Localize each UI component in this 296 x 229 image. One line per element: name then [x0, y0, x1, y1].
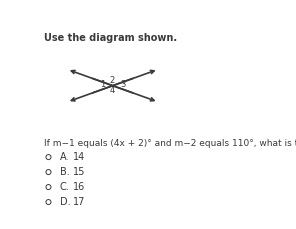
Text: 16: 16	[73, 182, 85, 192]
Text: 15: 15	[73, 167, 85, 177]
Text: Use the diagram shown.: Use the diagram shown.	[44, 33, 177, 43]
Text: 2: 2	[110, 76, 115, 85]
Text: If m−1 equals (4x + 2)° and m−2 equals 110°, what is the value of x?: If m−1 equals (4x + 2)° and m−2 equals 1…	[44, 139, 296, 147]
Text: A.: A.	[60, 152, 70, 162]
Text: D.: D.	[60, 197, 70, 207]
Text: B.: B.	[60, 167, 70, 177]
Text: 1: 1	[100, 80, 105, 89]
Text: 4: 4	[110, 87, 115, 95]
Text: C.: C.	[60, 182, 70, 192]
Text: 17: 17	[73, 197, 85, 207]
Text: 3: 3	[120, 80, 126, 89]
Text: 14: 14	[73, 152, 85, 162]
